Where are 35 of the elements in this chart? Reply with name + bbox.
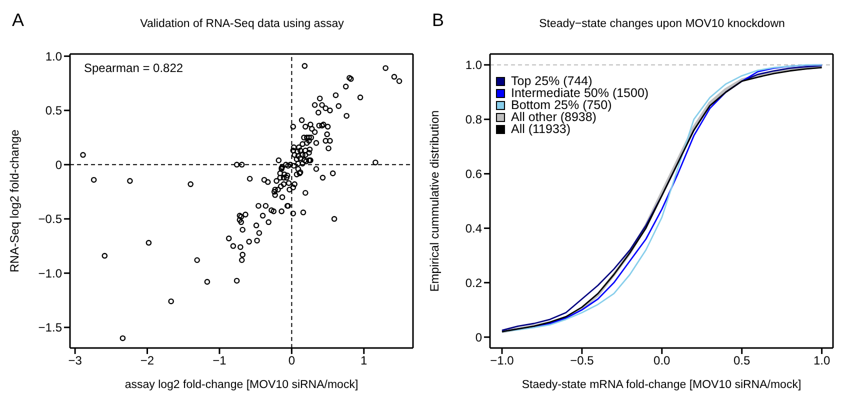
x-tick-label: 1.0 [813,354,830,368]
x-tick-label: 0.5 [734,354,751,368]
x-tick-label: −2 [140,354,154,368]
x-tick-label: 0 [288,354,296,368]
annotation: Spearman = 0.822 [84,61,184,75]
y-tick-label: 0 [475,330,482,344]
chart-title: Steady−state changes upon MOV10 knockdown [538,18,786,30]
legend-label: All (11933) [511,122,571,136]
x-tick-label: −1.0 [490,354,514,368]
y-tick-label: 1.0 [45,49,62,64]
x-tick-label: −0.5 [570,354,594,368]
y-tick-label: −1.0 [38,266,62,280]
y-tick-label: 0.6 [465,167,482,182]
y-axis-title: Empirical cummulative distribution [427,110,442,292]
y-tick-label: 0 [55,158,62,172]
chart-title: Validation of RNA-Seq data using assay [139,18,345,30]
y-tick-label: −1.5 [38,320,62,335]
legend-label: All other (8938) [511,110,596,124]
y-tick-label: 0.2 [465,276,482,290]
x-tick-label: 1 [360,354,368,368]
y-tick-label: 0.5 [45,104,62,118]
y-axis-title: RNA-Seq log2 fold-change [7,129,22,272]
x-axis-title: assay log2 fold-change [MOV10 siRNA/mock] [124,379,358,391]
legend-label: Top 25% (744) [511,74,592,88]
text: A [12,10,24,31]
legend-label: Bottom 25% (750) [511,98,612,112]
text: B [432,10,444,31]
y-tick-label: 0.8 [465,112,482,127]
x-tick-label: 0.0 [654,354,671,368]
y-tick-label: 1.0 [465,58,482,72]
y-tick-label: −0.5 [38,212,62,226]
y-tick-label: 0.4 [465,221,482,236]
x-tick-label: −1 [212,354,227,368]
x-tick-label: −3 [68,354,82,368]
x-axis-title: Staedy-state mRNA fold-change [MOV10 siRNA/mock] [522,379,802,391]
